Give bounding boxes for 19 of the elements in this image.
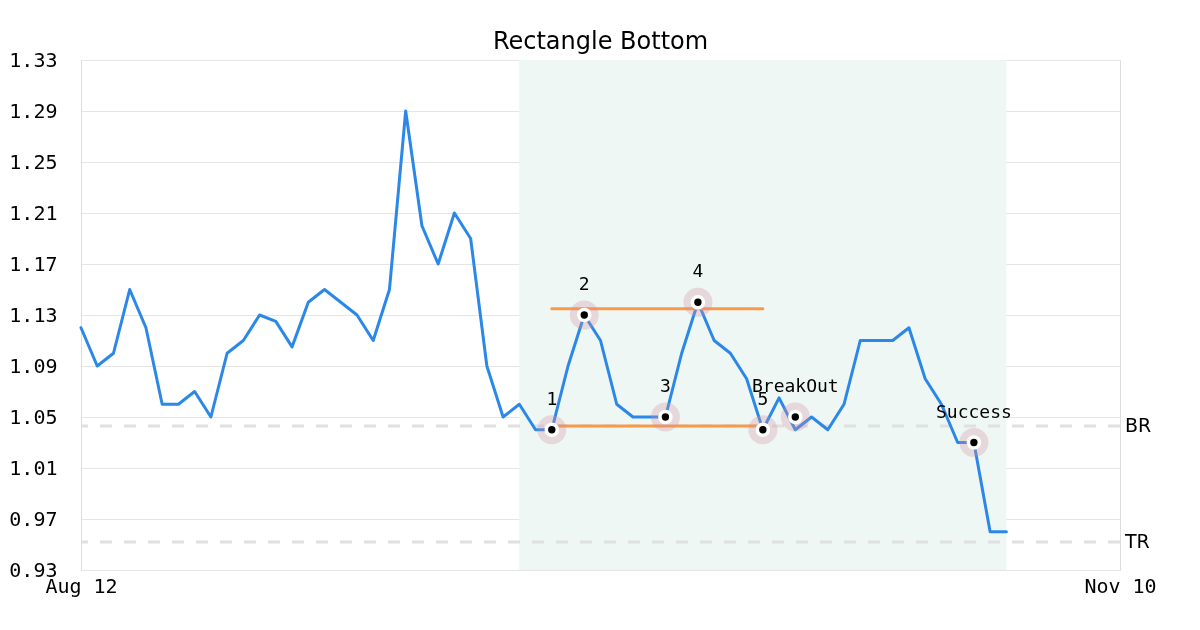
y-tick-label: 1.25 xyxy=(9,149,58,174)
annotation: 3 xyxy=(660,375,671,396)
y-tick-label: 1.01 xyxy=(9,455,58,480)
chart-title: Rectangle Bottom xyxy=(492,27,709,55)
ref-line-label: BR xyxy=(1125,413,1152,436)
y-tick-label: 1.33 xyxy=(9,47,58,72)
annotation: 1 xyxy=(546,387,558,409)
y-tick-label: 1.13 xyxy=(9,302,58,327)
line-series xyxy=(79,109,1008,534)
y-tick-label: 1.09 xyxy=(9,353,58,378)
y-tick-label: 1.29 xyxy=(9,98,58,123)
annotation: 2 xyxy=(578,273,590,294)
y-tick-label: 1.17 xyxy=(9,251,58,276)
annotation: 4 xyxy=(692,260,704,282)
y-tick-label: 0.97 xyxy=(9,506,58,531)
x-tick-label: Nov 10 xyxy=(1084,573,1157,598)
y-tick-label: 1.21 xyxy=(9,200,58,225)
ref-line-label: TR xyxy=(1124,529,1150,552)
y-tick-label: 1.05 xyxy=(9,404,58,429)
